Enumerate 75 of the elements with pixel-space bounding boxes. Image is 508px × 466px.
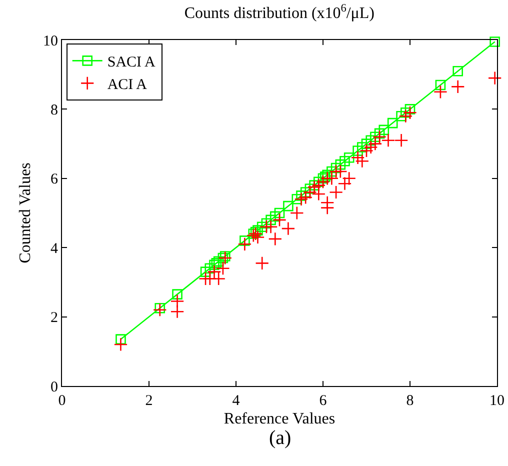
point xyxy=(352,146,363,156)
x-tick-label: 4 xyxy=(232,393,240,409)
point xyxy=(450,80,465,94)
point xyxy=(350,150,365,165)
point xyxy=(404,104,416,114)
point xyxy=(238,237,252,252)
y-tick-label: 2 xyxy=(50,310,58,326)
point xyxy=(200,266,211,277)
y-tick-label: 6 xyxy=(50,172,58,188)
point xyxy=(216,261,230,276)
point xyxy=(298,190,313,204)
point xyxy=(255,256,270,270)
point xyxy=(250,230,265,244)
point xyxy=(364,140,378,154)
x-tick-label: 8 xyxy=(406,393,414,409)
point xyxy=(283,200,294,212)
y-tick-label: 4 xyxy=(50,240,58,257)
point xyxy=(264,220,278,234)
x-axis-title: Reference Values xyxy=(224,410,336,428)
point xyxy=(372,130,386,144)
point xyxy=(246,228,260,242)
point xyxy=(355,154,370,168)
point xyxy=(116,334,126,344)
point xyxy=(324,171,339,186)
point xyxy=(312,178,326,192)
point xyxy=(434,84,448,99)
point xyxy=(338,176,352,191)
y-tick-label: 0 xyxy=(50,379,58,396)
x-tick-label: 2 xyxy=(145,393,153,409)
point xyxy=(335,159,346,170)
point xyxy=(320,200,334,215)
point xyxy=(274,208,285,218)
legend-label: ACI A xyxy=(107,77,148,94)
point xyxy=(218,251,232,265)
point xyxy=(344,152,354,163)
point xyxy=(266,214,276,226)
point xyxy=(154,303,166,314)
y-tick-label: 8 xyxy=(50,102,58,118)
legend-label: SACI A xyxy=(107,54,156,71)
point xyxy=(381,133,396,148)
x-tick-label: 6 xyxy=(319,393,328,409)
chart-title: Counts distribution (x10$^{6}$/μL) xyxy=(184,2,374,22)
point xyxy=(387,118,398,128)
point xyxy=(290,206,304,220)
point xyxy=(172,289,182,300)
text: (a) xyxy=(269,427,292,449)
y-tick-label: 10 xyxy=(43,33,58,50)
point xyxy=(152,302,167,317)
point xyxy=(368,136,382,151)
point xyxy=(294,192,308,206)
point xyxy=(360,144,374,158)
point xyxy=(272,212,286,227)
point xyxy=(240,236,250,246)
point xyxy=(329,185,343,200)
point xyxy=(316,174,330,189)
point xyxy=(170,294,184,308)
point xyxy=(270,211,280,222)
point xyxy=(268,232,282,246)
point xyxy=(398,109,413,124)
point xyxy=(435,80,446,90)
point xyxy=(281,222,296,236)
point xyxy=(170,304,184,319)
point xyxy=(452,66,463,76)
x-tick-label: 10 xyxy=(490,393,504,409)
point xyxy=(114,338,128,352)
point xyxy=(394,133,408,148)
point xyxy=(403,106,417,120)
point xyxy=(488,71,502,86)
point xyxy=(303,185,317,200)
y-axis-title: Counted Values xyxy=(16,162,34,264)
point xyxy=(340,156,350,166)
point xyxy=(248,226,263,241)
point xyxy=(378,124,390,136)
point xyxy=(374,128,385,139)
point xyxy=(490,36,500,47)
